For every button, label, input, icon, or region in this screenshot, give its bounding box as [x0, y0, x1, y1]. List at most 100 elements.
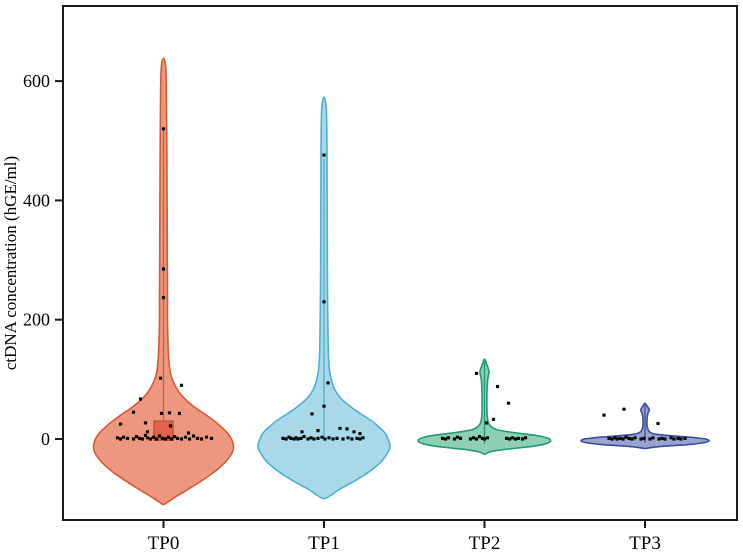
- data-point: [326, 381, 330, 385]
- data-point: [642, 436, 646, 440]
- data-point: [145, 436, 150, 440]
- data-point: [161, 127, 166, 131]
- data-point: [676, 436, 680, 440]
- data-point: [169, 437, 174, 441]
- data-point: [624, 435, 628, 439]
- data-point: [346, 436, 350, 440]
- data-point: [138, 397, 143, 401]
- data-point: [468, 437, 473, 441]
- data-point: [118, 437, 123, 441]
- data-point: [618, 436, 622, 440]
- data-point: [179, 383, 184, 387]
- data-point: [602, 413, 606, 417]
- data-point: [341, 437, 345, 441]
- x-tick-label-TP3: TP3: [629, 533, 661, 554]
- data-point: [358, 432, 362, 436]
- data-point: [148, 437, 153, 441]
- data-point: [204, 435, 209, 439]
- y-axis-title: ctDNA concentration (hGE/ml): [1, 156, 20, 370]
- scatter-TP1: [281, 153, 365, 441]
- x-tick-label-TP0: TP0: [148, 533, 180, 554]
- data-point: [516, 436, 521, 440]
- data-point: [131, 437, 136, 441]
- data-point: [167, 411, 172, 415]
- data-point: [118, 422, 123, 426]
- data-point: [520, 437, 525, 441]
- data-point: [672, 437, 676, 441]
- data-point: [151, 435, 156, 439]
- data-point: [322, 404, 326, 408]
- data-point: [296, 437, 300, 441]
- data-point: [125, 436, 130, 440]
- data-point: [284, 437, 288, 441]
- x-tick-label-TP1: TP1: [308, 533, 340, 554]
- data-point: [482, 437, 487, 441]
- data-point: [191, 434, 196, 438]
- data-point: [440, 436, 445, 440]
- data-point: [316, 436, 320, 440]
- data-point: [506, 401, 511, 405]
- data-point: [443, 437, 448, 441]
- data-point: [630, 437, 634, 441]
- data-point: [140, 437, 145, 441]
- data-point: [137, 436, 142, 440]
- data-point: [187, 437, 192, 441]
- data-point: [115, 436, 120, 440]
- data-point: [175, 436, 180, 440]
- y-tick-label: 400: [23, 190, 50, 210]
- data-point: [471, 436, 476, 440]
- scatter-TP2: [440, 371, 528, 441]
- data-point: [352, 430, 356, 434]
- data-point: [358, 437, 362, 441]
- data-point: [327, 436, 331, 440]
- data-point: [627, 436, 631, 440]
- data-point: [300, 430, 304, 434]
- data-point: [458, 436, 463, 440]
- data-point: [159, 411, 164, 415]
- data-point: [161, 296, 166, 300]
- data-point: [669, 436, 673, 440]
- data-point: [656, 421, 660, 426]
- data-point: [177, 411, 182, 415]
- data-point: [158, 376, 163, 380]
- data-point: [510, 436, 515, 440]
- data-point: [350, 437, 354, 441]
- data-point: [281, 436, 285, 440]
- y-tick-label: 200: [23, 310, 50, 330]
- data-point: [331, 437, 335, 441]
- data-point: [355, 436, 359, 440]
- data-point: [209, 436, 214, 440]
- data-point: [621, 437, 625, 441]
- data-point: [322, 153, 326, 157]
- data-point: [166, 435, 171, 439]
- data-point: [160, 436, 165, 440]
- data-point: [131, 410, 136, 414]
- data-point: [316, 429, 320, 433]
- data-point: [607, 436, 611, 440]
- data-point: [289, 436, 293, 440]
- data-point: [186, 431, 191, 435]
- data-point: [154, 437, 159, 441]
- data-point: [615, 437, 619, 441]
- data-point: [299, 436, 303, 440]
- data-point: [335, 436, 339, 440]
- data-point: [648, 437, 652, 441]
- data-point: [657, 437, 661, 441]
- x-tick-label-TP2: TP2: [469, 533, 501, 554]
- data-point: [651, 436, 655, 440]
- data-point: [172, 435, 177, 439]
- data-point: [306, 437, 310, 441]
- data-point: [183, 435, 188, 439]
- y-tick-label: 0: [41, 429, 50, 449]
- data-point: [338, 426, 342, 430]
- data-point: [663, 437, 667, 441]
- data-point: [312, 437, 316, 441]
- data-point: [455, 435, 460, 439]
- data-point: [302, 435, 306, 439]
- data-point: [495, 384, 500, 389]
- data-point: [679, 437, 683, 441]
- data-point: [507, 437, 512, 441]
- data-point: [474, 437, 479, 441]
- data-point: [513, 437, 518, 441]
